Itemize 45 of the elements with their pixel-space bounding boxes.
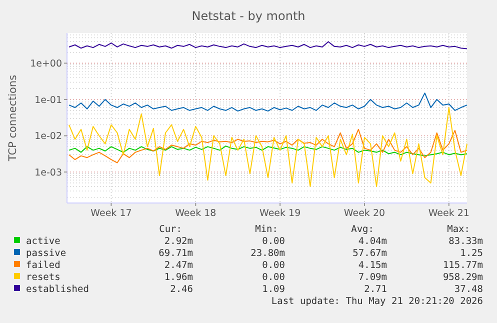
text: 37.48 (454, 284, 484, 295)
x-tick-label: Week 17 (90, 208, 132, 219)
text: Max: (447, 224, 470, 235)
text: 4.15m (358, 260, 388, 271)
text: Min: (255, 224, 278, 235)
line-series (68, 107, 468, 187)
text: 57.67m (352, 248, 388, 259)
text: Last update: Thu May 21 20:21:20 2026 (271, 296, 484, 307)
chart-title: Netstat - by month (192, 9, 306, 23)
text: 2.47m (164, 260, 194, 271)
text: 958.29m (442, 272, 484, 283)
text: 2.92m (164, 236, 194, 247)
text: 0.00 (262, 260, 286, 271)
line-series (68, 92, 468, 112)
text: 4.04m (358, 236, 388, 247)
y-tick-label: 1e+00 (30, 58, 62, 70)
legend-label: active (26, 236, 61, 247)
x-tick-label: Week 21 (428, 208, 470, 219)
text: 1.96m (164, 272, 194, 283)
y-tick-label: 1e-01 (34, 94, 62, 106)
x-tick-label: Week 19 (259, 208, 301, 219)
line-series (68, 41, 468, 50)
text: 2.71 (364, 284, 388, 295)
text: Avg: (351, 224, 374, 235)
text: 23.80m (250, 248, 286, 259)
y-tick-label: 1e-03 (34, 167, 62, 178)
text: 2.46 (170, 284, 194, 295)
legend-label: established (26, 284, 89, 295)
text: 115.77m (442, 260, 484, 271)
text: 0.00 (262, 272, 286, 283)
legend-label: failed (26, 260, 60, 271)
x-tick-label: Week 18 (175, 208, 216, 219)
y-axis-title: TCP connections (7, 74, 19, 162)
text: 7.09m (358, 272, 388, 283)
text: 69.71m (158, 248, 194, 259)
text: Cur: (159, 224, 182, 235)
text: 83.33m (448, 236, 484, 247)
x-tick-label: Week 20 (344, 208, 386, 219)
text: 1.25 (460, 248, 483, 259)
y-tick-label: 1e-02 (34, 131, 62, 142)
line-series (68, 128, 468, 164)
legend-label: passive (26, 248, 66, 259)
legend-label: resets (26, 272, 60, 283)
text: 0.00 (262, 236, 286, 247)
text: 1.09 (262, 284, 286, 295)
